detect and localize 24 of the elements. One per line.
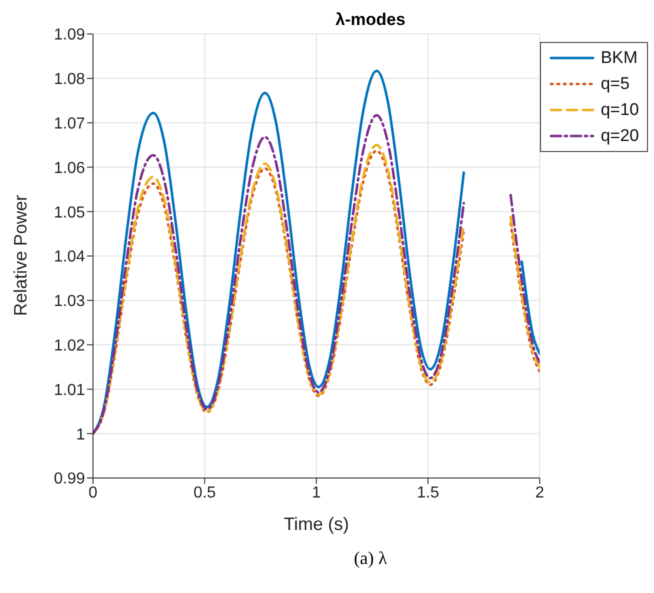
legend-label: q=20 bbox=[600, 125, 639, 147]
y-tick-label: 1.09 bbox=[54, 26, 86, 44]
y-tick-label: 1.04 bbox=[54, 248, 86, 266]
chart-title: λ-modes bbox=[334, 10, 406, 30]
y-tick-label: 1 bbox=[76, 426, 86, 444]
x-tick-label: 2 bbox=[535, 484, 544, 502]
y-tick-label: 0.99 bbox=[54, 470, 86, 488]
legend-label: BKM bbox=[600, 47, 638, 69]
y-tick-label: 1.06 bbox=[54, 160, 86, 177]
y-tick-label: 1.05 bbox=[54, 204, 86, 222]
x-axis-title: Time (s) bbox=[284, 514, 350, 534]
y-axis-title: Relative Power bbox=[10, 194, 30, 316]
x-tick-label: 0 bbox=[88, 484, 98, 502]
legend-label: q=5 bbox=[600, 73, 630, 95]
x-tick-label: 1 bbox=[312, 484, 321, 502]
y-tick-label: 1.01 bbox=[54, 382, 86, 399]
y-tick-label: 1.07 bbox=[54, 115, 86, 132]
y-tick-label: 1.02 bbox=[54, 337, 86, 354]
text: (a) λ bbox=[352, 548, 388, 569]
x-tick-label: 1.5 bbox=[416, 484, 440, 502]
y-tick-label: 1.03 bbox=[54, 293, 86, 310]
x-tick-label: 0.5 bbox=[194, 484, 216, 502]
legend-label: q=10 bbox=[600, 99, 639, 121]
y-tick-label: 1.08 bbox=[54, 71, 86, 88]
